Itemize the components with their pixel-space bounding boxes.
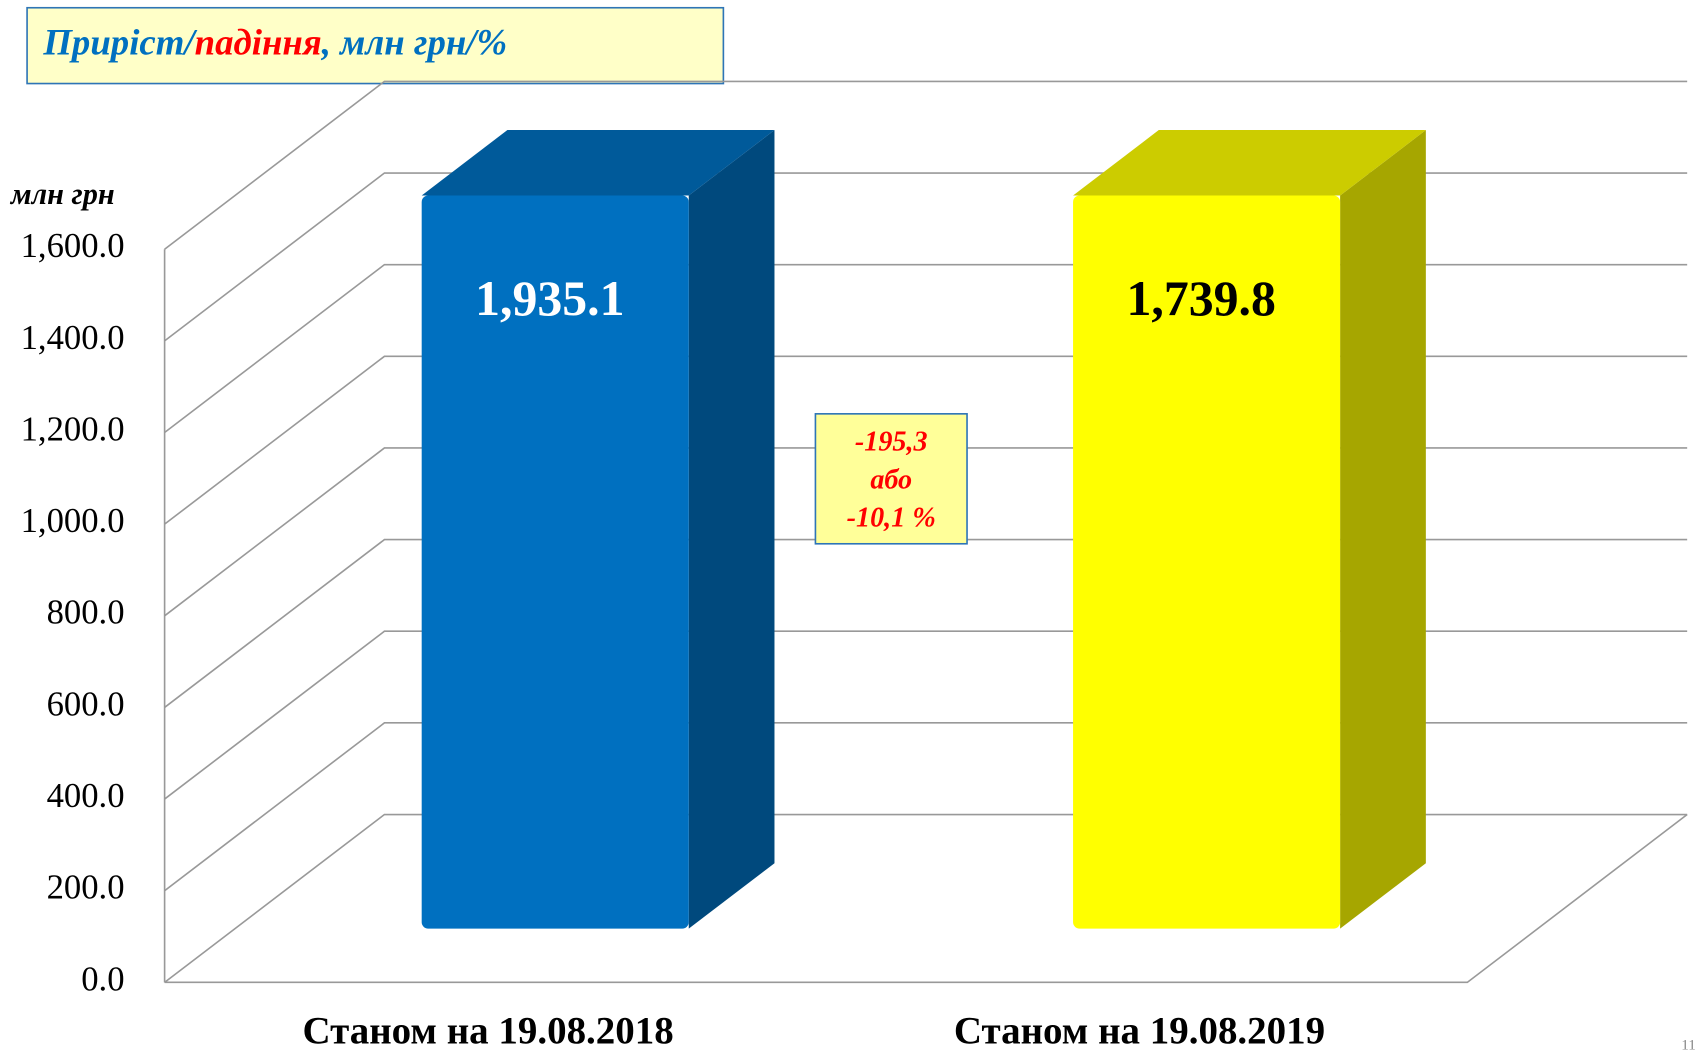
value-label: 1,739.8 [1126, 271, 1275, 326]
bar [1073, 130, 1426, 929]
y-axis-label: млн грн [9, 177, 115, 211]
bar-front [1073, 195, 1341, 929]
grid-line [164, 722, 1688, 892]
grid-line [164, 263, 1688, 434]
floor [164, 813, 1688, 984]
bars: 1,935.1 Станом на 19.08.2018 1,739.8 Станом… [302, 130, 1426, 1052]
bar-top [421, 130, 775, 196]
y-tick-label: 0.0 [81, 960, 124, 998]
y-tick-label: 400.0 [47, 777, 125, 815]
bar-front [421, 195, 689, 929]
y-tick-label: 600.0 [47, 685, 125, 723]
y-tick-label: 1,600.0 [21, 227, 125, 265]
title-frame [26, 6, 725, 85]
grid-line [164, 630, 1688, 800]
title-part: Приріст/ [42, 22, 198, 63]
grid-line [164, 813, 1688, 984]
x-tick-label: Станом на 19.08.2018 [302, 1009, 673, 1052]
bar [421, 130, 775, 929]
grid-line [164, 80, 1688, 250]
grid-line [164, 538, 1688, 709]
title-box: Приріст/падіння, млн грн/% [26, 6, 725, 85]
x-tick-label: Станом на 19.08.2019 [954, 1009, 1325, 1052]
y-tick-label: 800.0 [47, 594, 125, 632]
bar-side [1340, 130, 1426, 929]
chart-title: Приріст/падіння, млн грн/% [42, 22, 507, 63]
grid-line [164, 172, 1688, 342]
bar-side [688, 130, 775, 929]
annotation: -195,3 або -10,1 % [814, 413, 968, 545]
title-part: падіння [195, 22, 322, 63]
annotation-frame [814, 413, 968, 545]
annotation-line: -195,3 [855, 427, 928, 458]
y-tick-label: 200.0 [47, 869, 125, 907]
y-tick-label: 1,200.0 [21, 410, 125, 448]
title-part: , млн грн/% [321, 22, 507, 63]
y-tick-label: 1,400.0 [21, 319, 125, 357]
annotation-line: -10,1 % [847, 502, 936, 533]
annotation-line: або [870, 465, 912, 496]
y-tick-label: 1,000.0 [21, 502, 125, 540]
value-label: 1,935.1 [475, 271, 624, 326]
walls: 0.0 200.0 400.0 600.0 800.0 1,000.0 1,200.0 1,4… [21, 80, 1688, 998]
bar-top [1073, 130, 1426, 196]
page-number: 11 [1681, 1037, 1696, 1054]
